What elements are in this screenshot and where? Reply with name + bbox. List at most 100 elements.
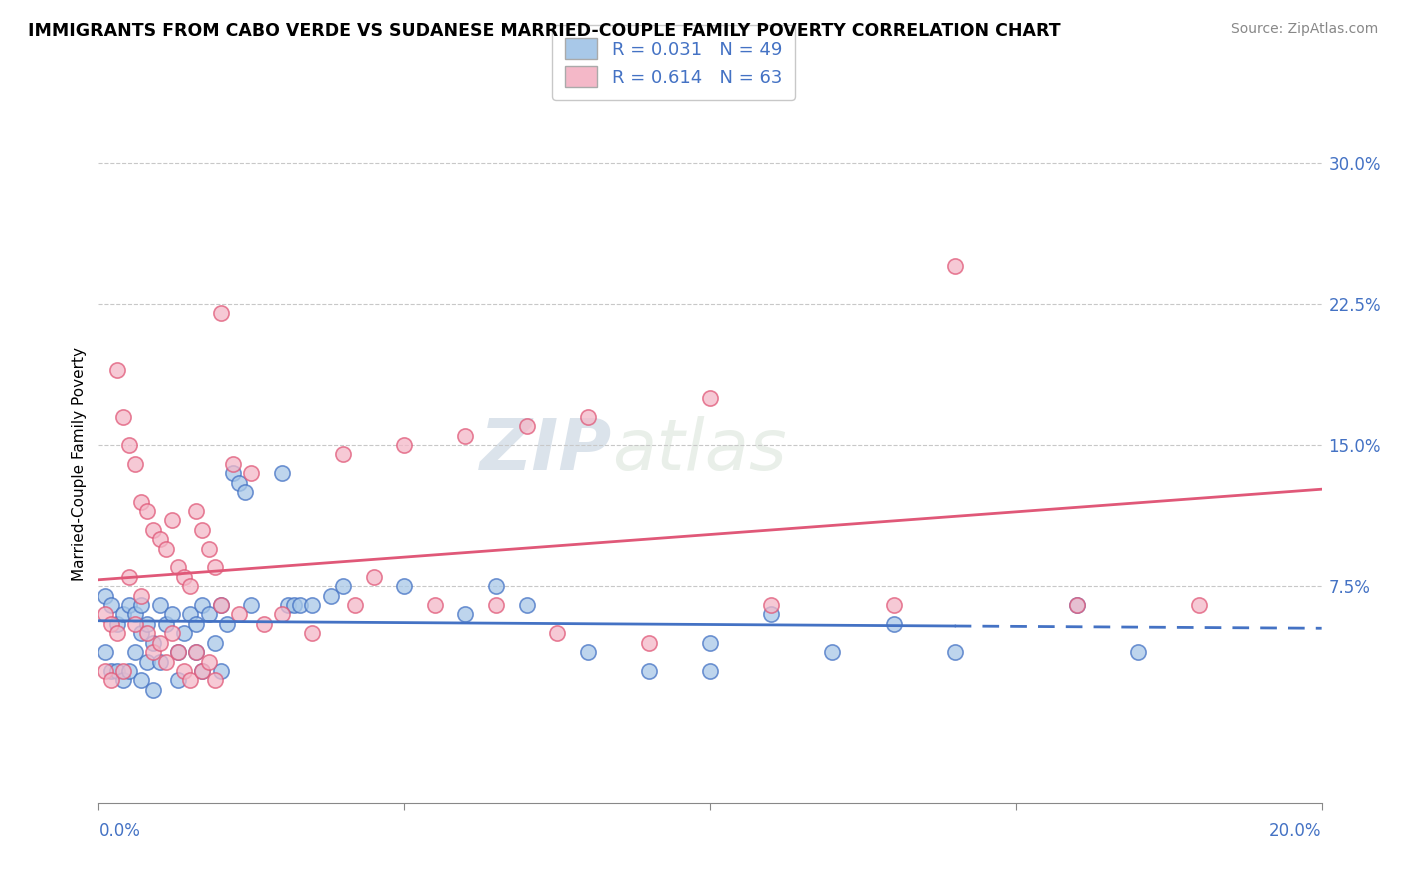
Point <box>1188 598 1211 612</box>
Point <box>124 616 146 631</box>
Point <box>240 598 263 612</box>
Point <box>167 673 190 688</box>
Point <box>228 607 250 622</box>
Point <box>105 362 128 376</box>
Point <box>197 655 219 669</box>
Y-axis label: Married-Couple Family Poverty: Married-Couple Family Poverty <box>72 347 87 581</box>
Point <box>173 664 195 678</box>
Point <box>883 616 905 631</box>
Point <box>204 636 226 650</box>
Point <box>111 673 134 688</box>
Point <box>516 419 538 434</box>
Point <box>222 467 245 481</box>
Point <box>516 598 538 612</box>
Point <box>228 475 250 490</box>
Point <box>546 626 568 640</box>
Point <box>142 636 165 650</box>
Point <box>319 589 342 603</box>
Point <box>100 616 122 631</box>
Point <box>454 428 477 442</box>
Point <box>943 259 966 273</box>
Point <box>100 598 122 612</box>
Point <box>136 616 159 631</box>
Point <box>191 664 214 678</box>
Point <box>155 655 177 669</box>
Point <box>576 409 599 424</box>
Point <box>105 616 128 631</box>
Point <box>149 655 172 669</box>
Point <box>332 447 354 461</box>
Point <box>124 607 146 622</box>
Point <box>699 636 721 650</box>
Point <box>485 579 508 593</box>
Point <box>191 523 214 537</box>
Point <box>93 664 115 678</box>
Text: Source: ZipAtlas.com: Source: ZipAtlas.com <box>1230 22 1378 37</box>
Point <box>759 598 782 612</box>
Point <box>209 598 232 612</box>
Point <box>759 607 782 622</box>
Point <box>301 598 323 612</box>
Point <box>136 626 159 640</box>
Point <box>209 306 232 320</box>
Point <box>392 438 416 452</box>
Text: IMMIGRANTS FROM CABO VERDE VS SUDANESE MARRIED-COUPLE FAMILY POVERTY CORRELATION: IMMIGRANTS FROM CABO VERDE VS SUDANESE M… <box>28 22 1060 40</box>
Point <box>1066 598 1088 612</box>
Point <box>155 616 177 631</box>
Point <box>1128 645 1150 659</box>
Point <box>142 682 165 697</box>
Point <box>129 589 152 603</box>
Point <box>160 513 183 527</box>
Point <box>186 645 208 659</box>
Point <box>93 645 115 659</box>
Point <box>332 579 354 593</box>
Point <box>191 598 214 612</box>
Point <box>209 598 232 612</box>
Point <box>637 664 661 678</box>
Point <box>197 541 219 556</box>
Point <box>129 598 152 612</box>
Point <box>179 579 201 593</box>
Point <box>149 598 172 612</box>
Point <box>124 457 146 471</box>
Point <box>118 598 141 612</box>
Text: ZIP: ZIP <box>479 416 612 484</box>
Point <box>118 438 141 452</box>
Point <box>209 664 232 678</box>
Point <box>111 664 134 678</box>
Point <box>93 607 115 622</box>
Point <box>363 570 385 584</box>
Point <box>240 467 263 481</box>
Point <box>186 645 208 659</box>
Point <box>124 645 146 659</box>
Point <box>392 579 416 593</box>
Point <box>1066 598 1088 612</box>
Point <box>699 664 721 678</box>
Point <box>149 532 172 546</box>
Point <box>204 560 226 574</box>
Point <box>100 673 122 688</box>
Point <box>233 485 256 500</box>
Point <box>142 645 165 659</box>
Point <box>222 457 245 471</box>
Text: atlas: atlas <box>612 416 787 484</box>
Point <box>454 607 477 622</box>
Point <box>167 645 190 659</box>
Point <box>270 607 292 622</box>
Point <box>423 598 446 612</box>
Point <box>179 607 201 622</box>
Point <box>301 626 323 640</box>
Point <box>637 636 661 650</box>
Legend: Immigrants from Cabo Verde, Sudanese: Immigrants from Cabo Verde, Sudanese <box>470 886 876 892</box>
Point <box>277 598 299 612</box>
Point <box>821 645 844 659</box>
Point <box>136 504 159 518</box>
Point <box>252 616 274 631</box>
Text: 0.0%: 0.0% <box>98 822 141 839</box>
Point <box>160 607 183 622</box>
Point <box>100 664 122 678</box>
Point <box>111 409 134 424</box>
Point <box>129 626 152 640</box>
Point <box>699 391 721 405</box>
Point <box>215 616 238 631</box>
